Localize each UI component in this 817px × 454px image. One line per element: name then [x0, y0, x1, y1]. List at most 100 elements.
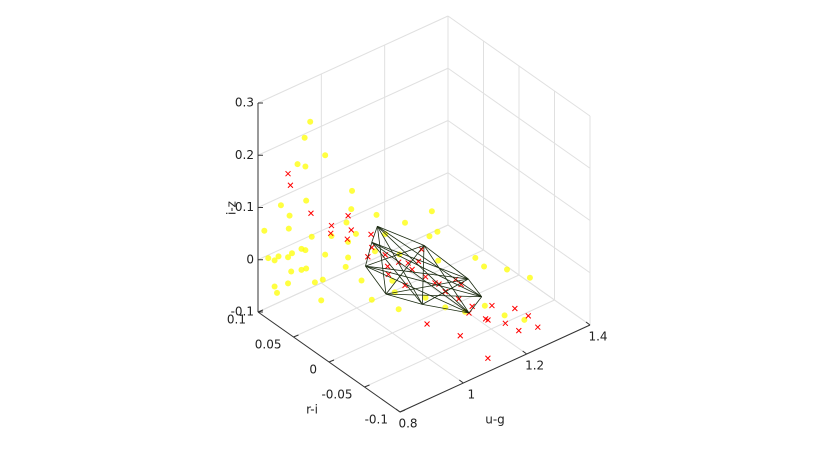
- marker-stroke: [348, 227, 355, 233]
- point-dot: [298, 245, 305, 252]
- point-dot: [294, 161, 301, 168]
- y-tick: [399, 409, 406, 413]
- point-dot: [435, 257, 442, 264]
- z-axis-label: i-z: [225, 201, 239, 215]
- point-dot: [368, 296, 375, 303]
- point-marker: [287, 182, 294, 189]
- marker-stroke: [327, 230, 334, 237]
- y-tick: [293, 334, 299, 338]
- hull-edge: [377, 225, 425, 246]
- hull-edge: [371, 241, 469, 280]
- point-marker: [345, 212, 351, 219]
- point-dot: [265, 255, 272, 262]
- point-marker: [327, 230, 334, 237]
- marker-stroke: [344, 236, 351, 243]
- y-tick-label: 0.05: [255, 338, 282, 352]
- x-tick: [585, 321, 591, 326]
- z-tick-label: 0.1: [235, 200, 254, 214]
- hull-edge: [385, 293, 482, 298]
- hull-edge: [365, 242, 373, 267]
- point-dot: [288, 268, 295, 275]
- hull-edge: [467, 278, 482, 298]
- point-dot: [274, 289, 280, 296]
- marker-stroke: [457, 332, 464, 339]
- point-marker: [348, 227, 355, 233]
- grid-line: [257, 224, 449, 313]
- marker-stroke: [515, 327, 522, 334]
- marker-stroke: [432, 280, 438, 286]
- hull-edge: [421, 245, 425, 305]
- x-axis: [399, 324, 591, 413]
- hull-edge: [422, 278, 469, 305]
- grid-line: [364, 299, 555, 388]
- point-dot: [348, 206, 355, 213]
- marker-stroke: [485, 355, 491, 362]
- point-dot: [286, 212, 293, 219]
- marker-stroke: [422, 273, 429, 280]
- point-marker: [422, 273, 429, 280]
- grid-line: [257, 67, 449, 156]
- y-tick: [328, 359, 335, 363]
- hull-edge: [371, 241, 470, 314]
- y-tick-label: 0: [309, 363, 317, 377]
- point-dot: [442, 304, 449, 311]
- point-dot: [349, 187, 356, 194]
- point-dot: [318, 297, 325, 304]
- z-tick-label: 0.3: [235, 96, 254, 110]
- point-dot: [311, 279, 318, 286]
- point-dot: [288, 250, 295, 257]
- x-axis-label: u-g: [485, 413, 505, 427]
- point-dot: [271, 283, 278, 290]
- hull-edge: [365, 265, 482, 298]
- point-dot: [428, 208, 435, 215]
- marker-stroke: [285, 170, 291, 177]
- point-marker: [328, 222, 335, 229]
- point-marker: [485, 317, 491, 323]
- point-marker: [485, 355, 491, 362]
- marker-stroke: [384, 263, 391, 270]
- point-dot: [302, 163, 309, 170]
- point-dot: [307, 118, 314, 125]
- point-marker: [534, 324, 541, 331]
- point-dot: [434, 228, 441, 235]
- y-axis-label: r-i: [306, 403, 318, 417]
- marker-stroke: [287, 182, 294, 189]
- point-dot: [319, 276, 326, 283]
- point-dot: [358, 277, 365, 284]
- hull-edge: [365, 265, 470, 314]
- point-dot: [308, 233, 315, 240]
- hull-edge: [385, 293, 423, 305]
- point-marker: [308, 210, 314, 217]
- marker-stroke: [308, 210, 314, 217]
- point-dot: [345, 254, 352, 261]
- y-tick-label: -0.05: [321, 388, 352, 402]
- grid-line: [257, 15, 449, 104]
- hull-edge: [365, 244, 425, 267]
- point-marker: [344, 236, 351, 243]
- marker-stroke: [489, 302, 495, 309]
- point-dot: [303, 265, 310, 272]
- marker-stroke: [328, 222, 335, 229]
- marker-stroke: [485, 317, 491, 323]
- z-tick-label: 0: [246, 252, 254, 266]
- point-marker: [525, 312, 532, 319]
- point-marker: [502, 320, 509, 327]
- point-dot: [303, 197, 310, 204]
- grid: [257, 15, 591, 413]
- point-dot: [422, 294, 429, 301]
- point-marker: [424, 321, 430, 327]
- point-dot: [271, 257, 278, 264]
- hull-edge: [365, 265, 387, 295]
- hull-edge: [371, 226, 378, 243]
- grid-line: [447, 67, 591, 169]
- marker-stroke: [368, 231, 374, 238]
- point-dot: [285, 254, 292, 261]
- point-marker: [409, 266, 415, 273]
- point-dot: [322, 251, 329, 258]
- hull-edge: [371, 242, 423, 305]
- marker-stroke: [512, 305, 518, 312]
- point-dot: [298, 266, 305, 273]
- point-marker: [384, 263, 391, 270]
- point-dot: [426, 233, 433, 240]
